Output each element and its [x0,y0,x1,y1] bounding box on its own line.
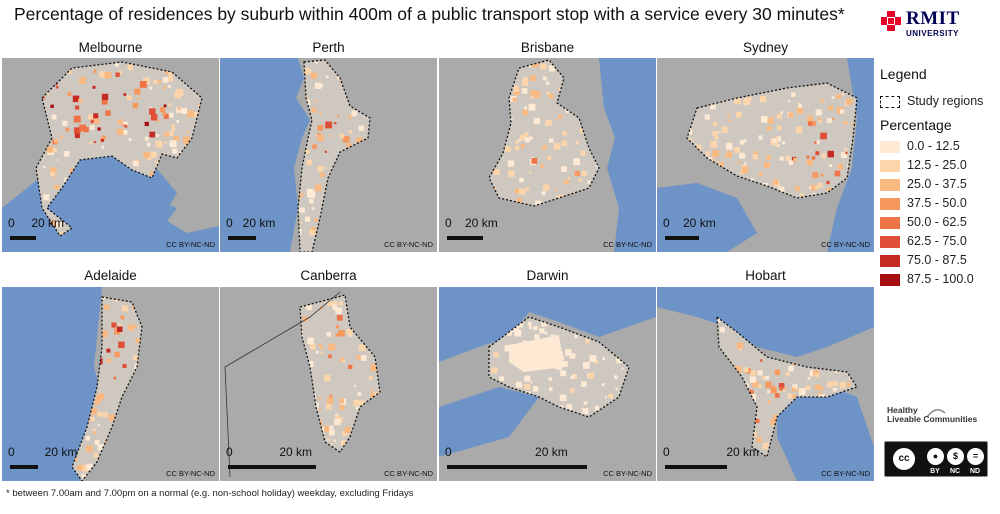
legend-swatch [880,255,900,267]
map-adelaide [2,287,219,481]
scale-label: 0 20 km [226,216,276,230]
scale-bar [10,465,38,469]
cc-nd-icon: = [965,446,986,467]
scale-label: 0 20 km [226,445,313,459]
panel-license: CC BY-NC-ND [821,469,870,478]
cc-nd-label: ND [969,468,981,475]
map-panel-canberra: 0 20 km CC BY-NC-ND [220,287,437,481]
legend-class-label: 87.5 - 100.0 [907,272,974,286]
map-hobart [657,287,874,481]
map-melbourne [2,58,219,252]
scale-label: 0 20 km [663,445,760,459]
panel-license: CC BY-NC-ND [166,240,215,249]
panel-title-hobart: Hobart [745,268,786,283]
healthy-liveable-communities-logo: Healthy Liveable Communities [887,403,997,429]
panel-title-darwin: Darwin [526,268,569,283]
panel-license: CC BY-NC-ND [603,469,652,478]
panel-license: CC BY-NC-ND [384,240,433,249]
legend-swatch [880,160,900,172]
scale-label: 0 20 km [445,445,568,459]
panel-title-sydney: Sydney [742,40,789,55]
legend-swatch [880,217,900,229]
logo-name: RMIT [906,8,960,29]
map-panel-sydney: 0 20 km CC BY-NC-ND [657,58,874,252]
panel-title-adelaide: Adelaide [84,268,137,283]
hlc-text: Healthy Liveable Communities [887,406,977,424]
cc-icon: cc [891,446,917,472]
panel-title-melbourne: Melbourne [78,40,143,55]
scale-bar [228,236,256,240]
hlc-line2: Liveable Communities [887,414,978,424]
map-perth [220,58,437,252]
legend-swatch [880,179,900,191]
logo-subtitle: UNIVERSITY [906,29,960,38]
scale-label: 0 20 km [8,216,65,230]
legend-class-label: 12.5 - 25.0 [907,158,967,172]
cc-nc-icon: $ [945,446,966,467]
legend-class-label: 75.0 - 87.5 [907,253,967,267]
scale-bar [447,465,587,469]
legend-class-label: 37.5 - 50.0 [907,196,967,210]
map-canberra [220,287,437,481]
map-panel-adelaide: 0 20 km CC BY-NC-ND [2,287,219,481]
map-panel-hobart: 0 20 km CC BY-NC-ND [657,287,874,481]
legend-class-label: 62.5 - 75.0 [907,234,967,248]
rmit-pixel-icon [881,11,901,31]
cc-by-label: BY [930,468,940,475]
panel-license: CC BY-NC-ND [166,469,215,478]
study-region-label: Study regions [907,94,984,108]
scale-bar [10,236,36,240]
cc-nc-label: NC [949,468,961,475]
legend-swatch [880,274,900,286]
scale-label: 0 20 km [663,216,716,230]
legend-percentage-title: Percentage [880,117,952,133]
scale-label: 0 20 km [8,445,78,459]
rmit-logo: RMIT UNIVERSITY [880,6,990,40]
legend-swatch [880,198,900,210]
legend-class-label: 25.0 - 37.5 [907,177,967,191]
map-darwin [439,287,656,481]
study-region-swatch [880,96,900,108]
footnote: * between 7.00am and 7.00pm on a normal … [6,488,414,499]
scale-bar [665,236,699,240]
hlc-line1: Healthy [887,405,918,415]
legend-swatch [880,141,900,153]
map-panel-darwin: 0 20 km CC BY-NC-ND [439,287,656,481]
panel-title-perth: Perth [312,40,345,55]
scale-label: 0 20 km [445,216,498,230]
scale-bar [228,465,316,469]
legend-swatch [880,236,900,248]
scale-bar [447,236,483,240]
panel-license: CC BY-NC-ND [384,469,433,478]
panel-title-brisbane: Brisbane [520,40,575,55]
panel-license: CC BY-NC-ND [603,240,652,249]
cc-license-badge: cc ● $ = BY NC ND [884,441,988,477]
scale-bar [665,465,727,469]
map-panel-brisbane: 0 20 km CC BY-NC-ND [439,58,656,252]
map-panel-melbourne: 0 20 km CC BY-NC-ND [2,58,219,252]
legend-class-label: 50.0 - 62.5 [907,215,967,229]
legend-class-label: 0.0 - 12.5 [907,139,960,153]
hlc-arc-icon [926,409,946,418]
panel-title-canberra: Canberra [300,268,357,283]
map-panel-perth: 0 20 km CC BY-NC-ND [220,58,437,252]
map-title: Percentage of residences by suburb withi… [14,4,845,24]
map-brisbane [439,58,656,252]
map-sydney [657,58,874,252]
panel-license: CC BY-NC-ND [821,240,870,249]
cc-by-icon: ● [925,446,946,467]
legend-title: Legend [880,66,927,82]
